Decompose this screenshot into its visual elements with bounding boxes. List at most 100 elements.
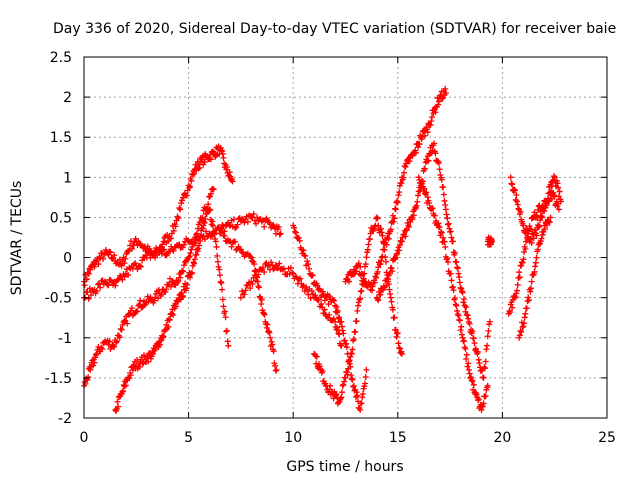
interpolated-mark — [483, 346, 490, 353]
interpolated-mark — [253, 277, 260, 284]
interpolated-mark — [458, 323, 465, 330]
interpolated-mark — [134, 308, 141, 315]
interpolated-mark — [521, 248, 528, 255]
x-axis: 0 5 10 15 20 25 — [80, 57, 616, 446]
interpolated-mark — [346, 357, 353, 364]
interpolated-mark — [113, 339, 120, 346]
interpolated-mark — [115, 403, 122, 410]
interpolated-mark — [173, 303, 180, 310]
interpolated-mark — [275, 224, 282, 231]
interpolated-mark — [196, 242, 203, 249]
interpolated-mark — [82, 380, 89, 387]
interpolated-mark — [378, 229, 385, 236]
interpolated-mark — [460, 299, 467, 306]
interpolated-mark — [223, 328, 230, 335]
interpolated-mark — [180, 241, 187, 248]
interpolated-mark — [134, 266, 141, 273]
interpolated-mark — [526, 223, 533, 230]
series-track-4 — [81, 210, 284, 302]
interpolated-mark — [462, 345, 469, 352]
interpolated-mark — [330, 296, 337, 303]
interpolated-mark — [475, 396, 482, 403]
interpolated-mark — [270, 348, 277, 355]
interpolated-mark — [336, 314, 343, 321]
interpolated-mark — [438, 230, 445, 237]
interpolated-mark — [421, 132, 428, 139]
interpolated-mark — [85, 374, 92, 381]
interpolated-mark — [127, 372, 134, 379]
interpolated-mark — [251, 260, 258, 267]
interpolated-mark — [369, 283, 376, 290]
interpolated-mark — [336, 331, 343, 338]
interpolated-mark — [111, 252, 118, 259]
interpolated-mark — [530, 272, 537, 279]
interpolated-mark — [441, 238, 448, 245]
interpolated-mark — [554, 180, 561, 187]
interpolated-mark — [449, 283, 456, 290]
interpolated-mark — [469, 378, 476, 385]
interpolated-mark — [207, 207, 214, 214]
interpolated-mark — [136, 262, 143, 269]
interpolated-mark — [436, 224, 443, 231]
interpolated-mark — [435, 98, 442, 105]
interpolated-mark — [119, 321, 126, 328]
interpolated-mark — [354, 392, 361, 399]
interpolated-mark — [220, 154, 227, 161]
interpolated-mark — [159, 241, 166, 248]
data-point — [212, 238, 219, 245]
interpolated-mark — [180, 292, 187, 299]
interpolated-mark — [432, 109, 439, 116]
interpolated-mark — [258, 300, 265, 307]
interpolated-mark — [95, 343, 102, 350]
interpolated-mark — [349, 376, 356, 383]
interpolated-mark — [221, 308, 228, 315]
interpolated-mark — [393, 251, 400, 258]
interpolated-mark — [145, 298, 152, 305]
interpolated-mark — [442, 201, 449, 208]
interpolated-mark — [219, 150, 226, 157]
interpolated-mark — [468, 374, 475, 381]
interpolated-mark — [459, 289, 466, 296]
interpolated-mark — [272, 262, 279, 269]
data-point — [514, 198, 521, 205]
interpolated-mark — [371, 223, 378, 230]
interpolated-mark — [438, 228, 445, 235]
x-tick-label: 15 — [389, 430, 407, 446]
data-point — [363, 366, 370, 373]
interpolated-mark — [458, 288, 465, 295]
interpolated-mark — [440, 234, 447, 241]
interpolated-mark — [163, 286, 170, 293]
interpolated-mark — [443, 211, 450, 218]
interpolated-mark — [396, 344, 403, 351]
interpolated-mark — [287, 264, 294, 271]
interpolated-mark — [186, 183, 193, 190]
series-track-11 — [415, 174, 491, 413]
interpolated-mark — [429, 205, 436, 212]
interpolated-mark — [172, 223, 179, 230]
interpolated-mark — [527, 288, 534, 295]
interpolated-mark — [175, 278, 182, 285]
interpolated-mark — [519, 324, 526, 331]
interpolated-mark — [374, 295, 381, 302]
data-point — [484, 382, 491, 389]
data-point — [486, 318, 493, 325]
interpolated-mark — [292, 229, 299, 236]
data-point — [342, 374, 349, 381]
interpolated-mark — [532, 263, 539, 270]
interpolated-mark — [186, 184, 193, 191]
interpolated-mark — [161, 246, 168, 253]
data-point — [348, 350, 355, 357]
interpolated-mark — [189, 269, 196, 276]
interpolated-mark — [167, 283, 174, 290]
data-point — [436, 166, 443, 173]
interpolated-mark — [99, 346, 106, 353]
interpolated-mark — [319, 288, 326, 295]
data-point — [267, 334, 274, 341]
interpolated-mark — [151, 297, 158, 304]
interpolated-mark — [333, 391, 340, 398]
interpolated-mark — [249, 280, 256, 287]
data-point — [350, 382, 357, 389]
interpolated-mark — [457, 284, 464, 291]
interpolated-mark — [450, 287, 457, 294]
interpolated-mark — [202, 216, 209, 223]
